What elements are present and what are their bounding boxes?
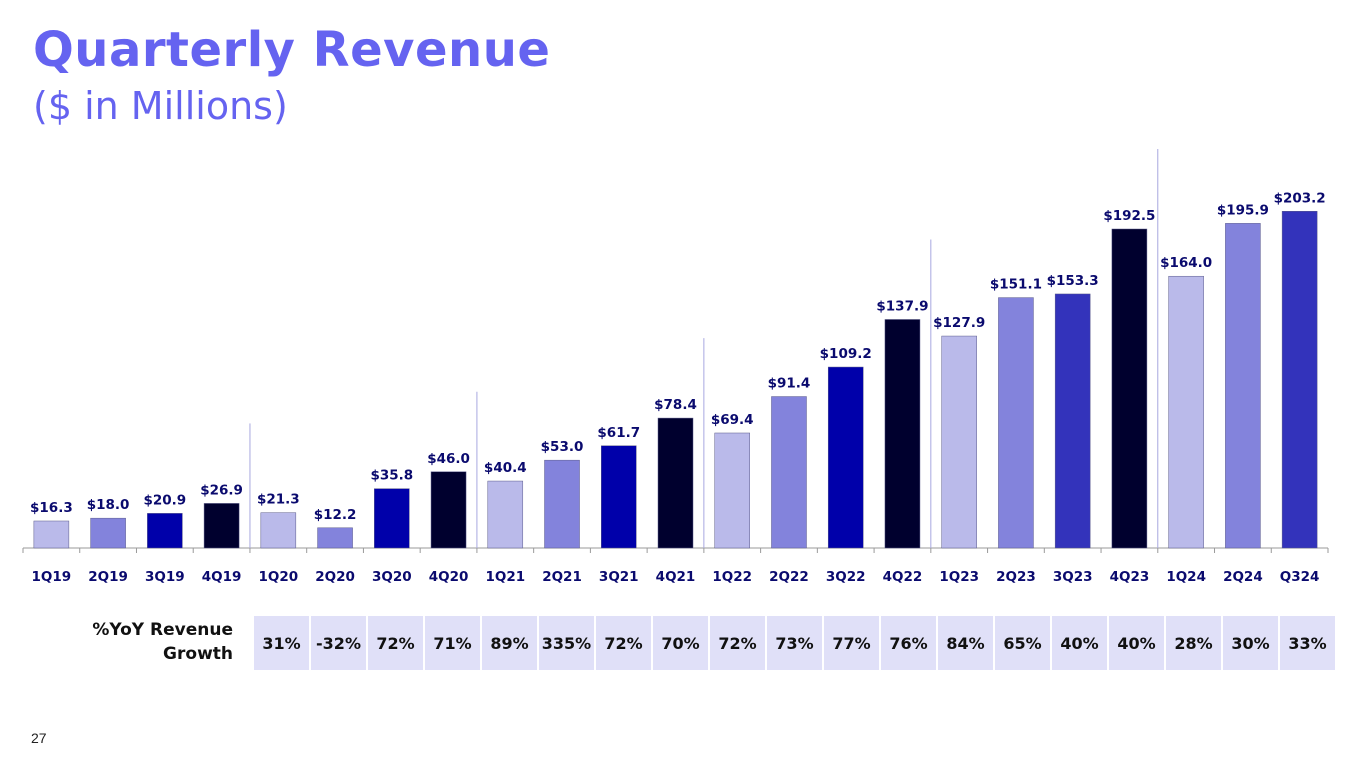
yoy-growth-cell: 31%: [254, 616, 309, 670]
x-tick-label: 4Q20: [429, 569, 469, 585]
x-tick-label: 3Q22: [826, 569, 866, 585]
bar-value-label: $40.4: [484, 460, 527, 476]
bar-1Q23: [941, 335, 977, 549]
x-tick-label: 1Q19: [32, 569, 72, 585]
yoy-growth-cell: 71%: [425, 616, 480, 670]
page-title: Quarterly Revenue: [33, 22, 551, 78]
x-tick-label: 2Q19: [88, 569, 128, 585]
x-tick-label: 2Q22: [769, 569, 809, 585]
bar-4Q21: [657, 417, 694, 549]
bar-value-label: $192.5: [1103, 208, 1155, 224]
bar-value-label: $53.0: [541, 439, 584, 455]
x-tick-label: 3Q20: [372, 569, 412, 585]
bar-4Q20: [430, 471, 467, 549]
yoy-growth-cell: -32%: [311, 616, 366, 670]
page-number: 27: [31, 730, 47, 746]
bar-2Q19: [90, 517, 126, 549]
bar-value-label: $12.2: [314, 507, 357, 523]
x-tick-label: 2Q23: [996, 569, 1036, 585]
bar-2Q24: [1225, 223, 1261, 549]
yoy-growth-cell: 28%: [1166, 616, 1221, 670]
bar-1Q21: [487, 480, 524, 549]
bar-value-label: $164.0: [1160, 255, 1212, 271]
bar-value-label: $26.9: [200, 482, 243, 498]
bar-value-label: $35.8: [370, 468, 413, 484]
bar-1Q22: [714, 432, 750, 549]
yoy-growth-cell: 76%: [881, 616, 936, 670]
yoy-growth-cell: 335%: [539, 616, 594, 670]
bar-3Q23: [1054, 293, 1091, 549]
x-tick-label: Q324: [1280, 569, 1320, 585]
x-tick-label: 1Q21: [485, 569, 525, 585]
bar-value-label: $151.1: [990, 277, 1042, 293]
x-tick-label: 1Q24: [1166, 569, 1206, 585]
bar-value-label: $69.4: [711, 412, 754, 428]
x-tick-label: 4Q23: [1110, 569, 1150, 585]
yoy-growth-cell: 84%: [938, 616, 993, 670]
yoy-growth-cell: 89%: [482, 616, 537, 670]
x-tick-label: 3Q19: [145, 569, 185, 585]
page-subtitle: ($ in Millions): [33, 84, 288, 128]
yoy-growth-cell: 77%: [824, 616, 879, 670]
bar-Q324: [1281, 211, 1318, 549]
bar-1Q20: [260, 512, 297, 549]
yoy-growth-cell: 72%: [368, 616, 423, 670]
bar-value-label: $21.3: [257, 492, 300, 508]
yoy-growth-label: %YoY Revenue Growth: [92, 620, 233, 664]
bar-value-label: $46.0: [427, 451, 470, 467]
bar-3Q21: [601, 445, 637, 549]
bar-2Q23: [998, 297, 1034, 549]
yoy-growth-cell: 73%: [767, 616, 822, 670]
yoy-growth-cell: 30%: [1223, 616, 1278, 670]
x-tick-label: 1Q23: [939, 569, 979, 585]
bar-value-label: $61.7: [597, 425, 640, 441]
bar-4Q22: [884, 319, 921, 549]
bar-3Q19: [147, 513, 183, 549]
bar-2Q21: [544, 459, 580, 549]
yoy-growth-cell: 65%: [995, 616, 1050, 670]
yoy-growth-cell: 40%: [1109, 616, 1164, 670]
x-tick-label: 4Q19: [202, 569, 242, 585]
bar-value-label: $195.9: [1217, 202, 1269, 218]
bar-2Q20: [317, 527, 353, 549]
bar-value-label: $20.9: [143, 492, 186, 508]
revenue-bar-chart: $16.3 1Q19 $18.0 2Q19 $20.9 3Q19 $26.9 4Q19 $21.…: [22, 149, 1329, 585]
yoy-growth-cell: 72%: [596, 616, 651, 670]
yoy-growth-cell: 72%: [710, 616, 765, 670]
bar-value-label: $78.4: [654, 397, 697, 413]
x-tick-label: 3Q21: [599, 569, 639, 585]
bar-value-label: $91.4: [768, 376, 811, 392]
x-tick-label: 2Q21: [542, 569, 582, 585]
yoy-growth-cell: 33%: [1280, 616, 1335, 670]
yoy-growth-cell: 70%: [653, 616, 708, 670]
bar-4Q19: [203, 503, 240, 549]
bar-1Q19: [33, 520, 70, 549]
x-tick-label: 2Q20: [315, 569, 355, 585]
bar-value-label: $153.3: [1047, 273, 1099, 289]
bar-value-label: $18.0: [87, 497, 130, 513]
bar-value-label: $203.2: [1274, 190, 1326, 206]
x-tick-label: 1Q22: [712, 569, 752, 585]
x-tick-label: 1Q20: [258, 569, 298, 585]
bar-value-label: $127.9: [933, 315, 985, 331]
bar-value-label: $16.3: [30, 500, 73, 516]
bar-value-label: $109.2: [820, 346, 872, 362]
yoy-growth-row: 31% -32% 72% 71% 89% 335% 72% 70% 72% 73% 77% 76% 84…: [254, 616, 1335, 670]
bar-2Q22: [771, 396, 807, 549]
x-tick-label: 2Q24: [1223, 569, 1263, 585]
x-tick-label: 3Q23: [1053, 569, 1093, 585]
x-tick-label: 4Q22: [883, 569, 923, 585]
bar-3Q22: [827, 366, 864, 549]
bar-value-label: $137.9: [876, 298, 928, 314]
bar-3Q20: [374, 488, 410, 549]
yoy-growth-cell: 40%: [1052, 616, 1107, 670]
bar-4Q23: [1111, 228, 1148, 549]
bar-1Q24: [1168, 275, 1204, 549]
x-tick-label: 4Q21: [656, 569, 696, 585]
